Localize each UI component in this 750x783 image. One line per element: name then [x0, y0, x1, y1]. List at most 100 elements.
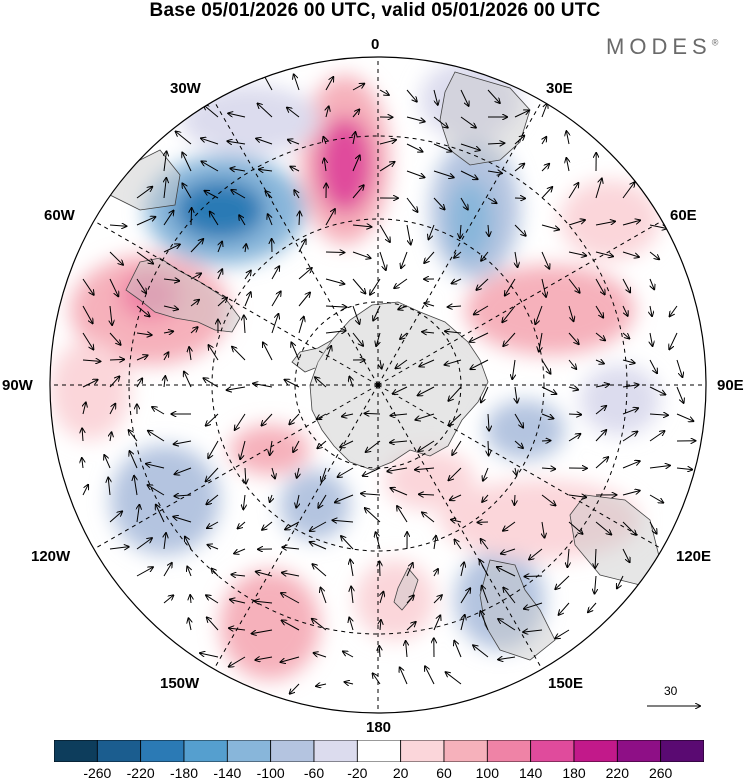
wind-vector: [182, 153, 192, 172]
wind-vector: [487, 197, 497, 203]
wind-vector: [425, 666, 435, 685]
landmasses: [109, 71, 661, 661]
wind-vector: [568, 251, 586, 256]
wind-vector: [452, 278, 462, 284]
wind-vector: [541, 224, 559, 230]
wind-vector: [210, 212, 219, 226]
wind-vector: [650, 278, 654, 289]
wind-vector: [649, 431, 665, 442]
wind-vector: [349, 618, 353, 631]
wind-vector: [514, 164, 524, 172]
wind-vector: [281, 593, 300, 604]
wind-vector: [352, 251, 371, 258]
wind-vector: [190, 595, 191, 604]
wind-vector: [433, 89, 438, 105]
wind-vector: [514, 413, 523, 428]
wind-vector: [406, 622, 416, 631]
wind-vector: [415, 413, 435, 420]
wind-vector: [232, 347, 246, 361]
wind-vector: [401, 251, 408, 268]
wind-vector: [290, 683, 300, 694]
wind-vector: [460, 224, 461, 238]
wind-vector: [136, 567, 153, 577]
wind-vector: [566, 158, 569, 172]
anomaly-positive: [355, 560, 435, 640]
wind-vector: [418, 386, 435, 395]
wind-vector: [433, 116, 448, 128]
wind-vector: [595, 179, 602, 199]
wind-vector: [512, 359, 515, 379]
wind-vector: [406, 170, 425, 177]
colorbar-swatch: [140, 740, 185, 762]
wind-vector: [352, 185, 364, 199]
wind-vector: [184, 372, 192, 388]
wind-vector: [174, 441, 192, 444]
wind-vector: [649, 386, 665, 395]
south-pole-marker: [375, 382, 381, 388]
wind-vector: [460, 197, 468, 210]
wind-vector: [595, 406, 606, 415]
wind-vector: [164, 376, 165, 388]
wind-vector: [622, 305, 628, 316]
wind-vector: [217, 298, 227, 307]
colorbar-tick-label: 260: [648, 765, 673, 781]
wind-vector: [542, 521, 545, 538]
colorbar-tick-label: -100: [256, 765, 285, 781]
colorbar-swatch: [270, 740, 315, 762]
wind-vector: [379, 224, 390, 242]
wind-vector: [515, 386, 517, 403]
anomaly-negative: [485, 400, 565, 460]
wind-vector: [387, 467, 408, 471]
wind-vector: [473, 645, 489, 658]
anomaly-negative-strong: [175, 180, 265, 240]
registered-mark: ®: [711, 37, 719, 48]
lon-label-30w: 30W: [170, 80, 201, 97]
wind-vector: [559, 602, 570, 615]
wind-vector: [433, 143, 452, 151]
wind-vector: [568, 495, 586, 497]
wind-vector: [391, 488, 408, 496]
wind-vector: [310, 542, 327, 550]
wind-vector: [379, 89, 389, 95]
wind-vector: [595, 548, 596, 568]
wind-vector: [109, 359, 124, 360]
wind-vector: [335, 494, 354, 502]
anomaly-negative: [280, 470, 350, 540]
wind-vector: [326, 106, 329, 118]
brand-text: MODES: [606, 34, 712, 59]
wind-vector: [461, 562, 464, 577]
wind-vector: [345, 682, 354, 684]
wind-vector: [281, 656, 300, 662]
wind-vector: [373, 305, 381, 321]
wind-vector: [333, 520, 354, 522]
wind-vector: [205, 191, 219, 199]
wind-vector: [483, 467, 489, 481]
wind-vector: [230, 169, 246, 172]
anomaly-positive: [230, 425, 310, 475]
wind-vector: [406, 116, 425, 122]
wind-vector: [676, 413, 693, 421]
wind-vector: [535, 305, 543, 324]
wind-vector: [524, 602, 543, 609]
wind-vector: [497, 567, 516, 577]
wind-vector: [595, 521, 611, 535]
wind-vector: [397, 506, 408, 523]
wind-vector: [379, 140, 396, 145]
wind-vector: [190, 239, 203, 253]
wind-vector: [136, 278, 146, 293]
wind-vector: [146, 464, 165, 469]
wind-vector: [350, 560, 353, 577]
wind-vector: [185, 537, 192, 550]
wind-vector: [649, 251, 659, 259]
wind-vector: [191, 208, 192, 226]
wind-vector: [349, 377, 353, 388]
wind-vector: [200, 653, 219, 658]
anomaly-positive: [560, 180, 660, 260]
wind-vector: [282, 573, 300, 576]
wind-vector: [240, 440, 246, 459]
antarctica: [309, 301, 489, 471]
wind-vector: [433, 170, 454, 177]
wind-vector: [190, 327, 198, 334]
wind-vector: [182, 183, 192, 199]
wind-vectors: [82, 73, 696, 693]
